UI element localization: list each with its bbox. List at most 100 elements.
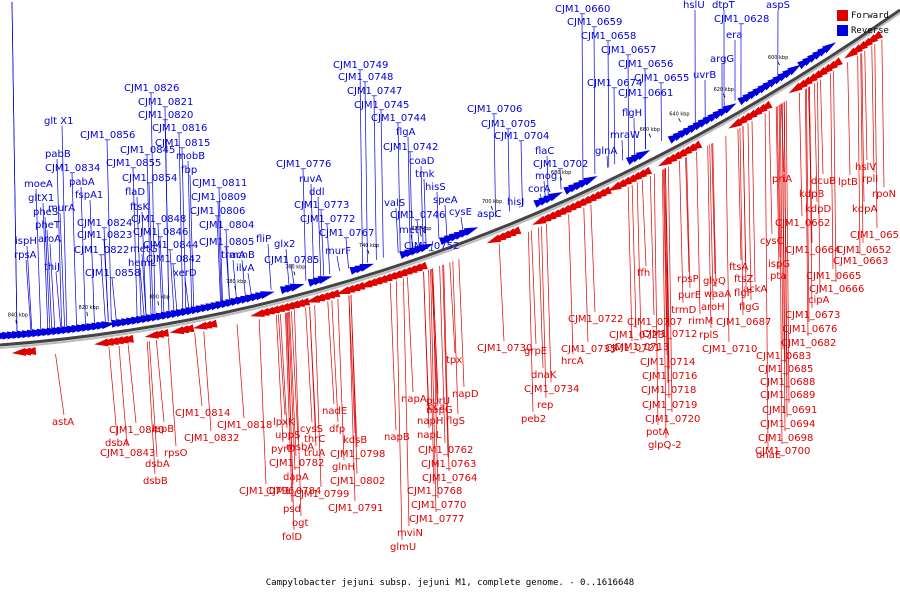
reverse-gene-label: CJM1_0674 — [587, 78, 642, 89]
forward-gene-label: CJM1_0700 — [755, 446, 810, 457]
reverse-leader-line — [11, 1, 18, 332]
forward-gene-label: CJM1_0713 — [614, 342, 669, 353]
forward-gene-label: CJM1_0798 — [330, 449, 385, 460]
reverse-leader-line — [55, 271, 62, 328]
reverse-gene-label: metN — [399, 225, 426, 236]
forward-leader-line — [809, 86, 813, 309]
reverse-gene-label: hemL — [128, 258, 156, 269]
forward-gene-label: CJM1_0689 — [760, 390, 815, 401]
kbp-tick-mark — [367, 249, 370, 254]
forward-gene-arrow — [295, 297, 311, 306]
reverse-gene-label: CJM1_0752 — [404, 241, 459, 252]
forward-leader-line — [707, 145, 712, 329]
forward-gene-label: purE — [678, 290, 701, 301]
reverse-gene-label: CJM1_0804 — [199, 220, 254, 231]
reverse-leader-line — [621, 139, 624, 161]
reverse-gene-label: serA — [0, 0, 22, 3]
forward-gene-arrow — [486, 234, 502, 244]
forward-leader-line — [814, 83, 818, 203]
kbp-tick-mark — [490, 205, 493, 210]
forward-leader-line — [309, 306, 317, 447]
reverse-gene-label: CJM1_0816 — [152, 123, 207, 134]
reverse-gene-label: mobB — [176, 151, 205, 162]
forward-gene-label: uppS — [275, 430, 300, 441]
forward-leader-line — [287, 312, 295, 531]
forward-gene-label: CJM1_0712 — [642, 329, 697, 340]
reverse-leader-line — [26, 245, 33, 331]
reverse-gene-label: moeA — [24, 179, 53, 190]
reverse-leader-line — [80, 186, 86, 325]
forward-leader-line — [350, 294, 358, 475]
forward-gene-arrow — [542, 211, 557, 221]
reverse-gene-label: ddl — [309, 187, 324, 198]
reverse-gene-label: CJM1_0823 — [77, 230, 132, 241]
forward-gene-label: CJM1_0665 — [806, 271, 861, 282]
forward-leader-line — [528, 231, 534, 413]
reverse-gene-label: CJM1_0809 — [191, 192, 246, 203]
forward-leader-line — [258, 319, 267, 485]
kbp-tick-label: 660 kbp — [640, 127, 660, 133]
forward-leader-line — [663, 169, 668, 356]
forward-gene-label: napH — [417, 416, 443, 427]
forward-gene-label: CJM1_0843 — [100, 448, 155, 459]
forward-gene-label: flgG — [739, 302, 759, 313]
forward-gene-label: CJM1_0666 — [809, 284, 864, 295]
forward-leader-line — [148, 341, 158, 458]
forward-gene-arrow — [179, 324, 195, 333]
forward-leader-line — [291, 311, 299, 441]
forward-leader-line — [712, 143, 717, 288]
forward-gene-label: tpx — [446, 355, 462, 366]
forward-leader-line — [641, 179, 647, 267]
forward-leader-line — [541, 226, 547, 399]
legend: Forward Reverse — [837, 8, 899, 38]
reverse-gene-label: murA — [48, 203, 75, 214]
reverse-leader-line — [71, 172, 77, 326]
forward-gene-label: CJM1_0770 — [411, 500, 466, 511]
forward-leader-line — [864, 50, 868, 161]
genome-backbone-shade — [0, 12, 900, 349]
reverse-gene-label: glt X1 — [44, 116, 73, 127]
forward-gene-label: glmU — [390, 542, 416, 553]
reverse-gene-label: aspS — [766, 0, 790, 11]
forward-gene-arrow — [597, 186, 612, 196]
reverse-gene-arrow — [583, 176, 598, 186]
forward-leader-line — [830, 73, 834, 270]
forward-leader-line — [289, 311, 297, 457]
forward-gene-arrow — [501, 228, 517, 238]
reverse-leader-line — [141, 253, 147, 316]
forward-leader-line — [432, 268, 439, 499]
reverse-leader-line — [290, 264, 295, 284]
forward-leader-line — [747, 123, 752, 301]
forward-gene-label: CJM1_0652 — [836, 245, 891, 256]
reverse-gene-label: CJM1_0824 — [77, 218, 132, 229]
reverse-gene-label: acnB — [230, 250, 255, 261]
forward-leader-line — [443, 264, 450, 472]
forward-gene-label: msbA — [286, 442, 314, 453]
gene-arrows — [0, 30, 884, 356]
forward-gene-label: CJM1_0723 — [609, 330, 664, 341]
forward-leader-line — [781, 103, 786, 432]
forward-gene-label: dsbB — [143, 476, 168, 487]
reverse-leader-line — [543, 180, 546, 197]
forward-gene-label: dsbA — [105, 438, 130, 449]
forward-gene-label: napA — [401, 394, 427, 405]
forward-gene-label: lepB — [152, 424, 174, 435]
forward-gene-label: napG — [426, 405, 453, 416]
forward-gene-label: CJM1_0698 — [758, 433, 813, 444]
forward-gene-label: CJM1_0687 — [716, 317, 771, 328]
reverse-gene-label: CJM1_0747 — [347, 86, 402, 97]
forward-gene-label: CJM1_0691 — [762, 405, 817, 416]
forward-gene-label: CJM1_0722 — [568, 314, 623, 325]
forward-gene-label: rep — [537, 400, 553, 411]
forward-gene-label: ffh — [637, 268, 650, 279]
forward-gene-label: astA — [52, 417, 74, 428]
forward-gene-arrow — [202, 319, 218, 328]
reverse-gene-label: CJM1_0785 — [264, 255, 319, 266]
reverse-leader-line — [407, 136, 411, 249]
forward-gene-label: CJM1_0718 — [641, 385, 696, 396]
forward-gene-label: CJM1_0735 — [561, 344, 616, 355]
forward-gene-label: glyQ — [703, 276, 726, 287]
forward-gene-label: dfp — [329, 424, 345, 435]
reverse-gene-label: aroA — [38, 234, 61, 245]
reverse-gene-label: xerD — [173, 268, 197, 279]
